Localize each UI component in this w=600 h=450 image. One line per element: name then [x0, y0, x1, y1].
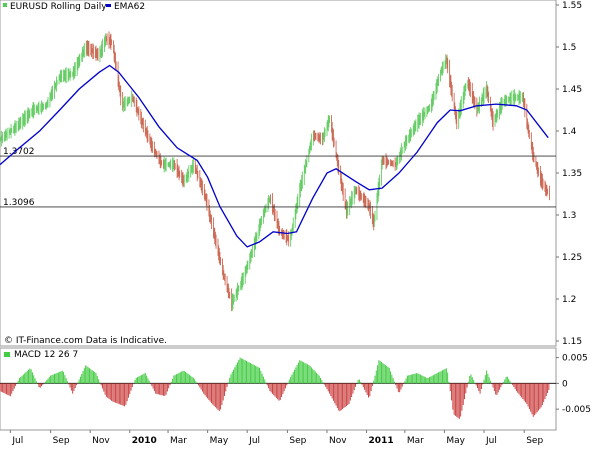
x-tick-label: Nov [92, 436, 110, 446]
price-y-axis: 1.15 1.2 1.25 1.3 1.35 1.4 1.45 1.5 1.55 [556, 1, 582, 347]
x-tick-label: Sep [526, 436, 543, 446]
macd-legend-swatch [4, 352, 10, 357]
price-y-tick-label: 1.25 [562, 253, 582, 263]
macd-y-axis: 0.005 0 -0.005 [556, 354, 591, 415]
x-tick-label: May [210, 436, 229, 446]
x-tick-label: Sep [53, 436, 70, 446]
x-tick-label: Mar [170, 436, 187, 446]
x-tick-label: Nov [329, 436, 347, 446]
price-y-tick-label: 1.4 [562, 127, 577, 137]
macd-marks [0, 357, 556, 419]
ema-legend-label: EMA62 [114, 2, 145, 12]
price-legend: EURUSD Rolling Daily EMA62 [3, 2, 145, 12]
macd-title: MACD 12 26 7 [14, 350, 78, 360]
x-tick-label: May [446, 436, 465, 446]
x-tick-label: Jul [485, 436, 497, 446]
x-axis: Jul Sep Nov 2010 Mar May Jul Sep Nov 2011 Mar May Ju… [9, 430, 543, 446]
x-tick-label: Sep [289, 436, 306, 446]
reference-lines: 1.3702 1.3096 [0, 147, 556, 208]
x-tick-label: Mar [407, 436, 424, 446]
x-tick-label: 2011 [369, 436, 394, 446]
reference-line-label: 1.3702 [3, 147, 35, 157]
reference-line-label: 1.3096 [3, 198, 35, 208]
ema-layer [0, 64, 549, 248]
price-legend-swatch [3, 3, 7, 7]
copyright-note: © IT-Finance.com Data is Indicative. [4, 336, 167, 346]
macd-y-tick-label: 0 [562, 379, 568, 389]
x-tick-label: 2010 [132, 436, 157, 446]
ema62-line [0, 64, 549, 248]
price-title: EURUSD Rolling Daily [10, 2, 107, 12]
macd-y-tick-label: 0.005 [562, 354, 588, 364]
price-y-tick-label: 1.35 [562, 169, 582, 179]
price-y-tick-label: 1.15 [562, 337, 582, 347]
price-y-tick-label: 1.3 [562, 211, 576, 221]
macd-y-tick-label: -0.005 [562, 405, 591, 415]
price-y-tick-label: 1.55 [562, 1, 582, 11]
macd-legend: MACD 12 26 7 [4, 350, 78, 360]
ema-legend-swatch [106, 4, 111, 7]
price-marks [0, 31, 550, 312]
price-y-tick-label: 1.45 [562, 85, 582, 95]
price-y-tick-label: 1.5 [562, 43, 576, 53]
x-tick-label: Jul [11, 436, 23, 446]
price-y-tick-label: 1.2 [562, 295, 576, 305]
x-tick-label: Jul [248, 436, 260, 446]
